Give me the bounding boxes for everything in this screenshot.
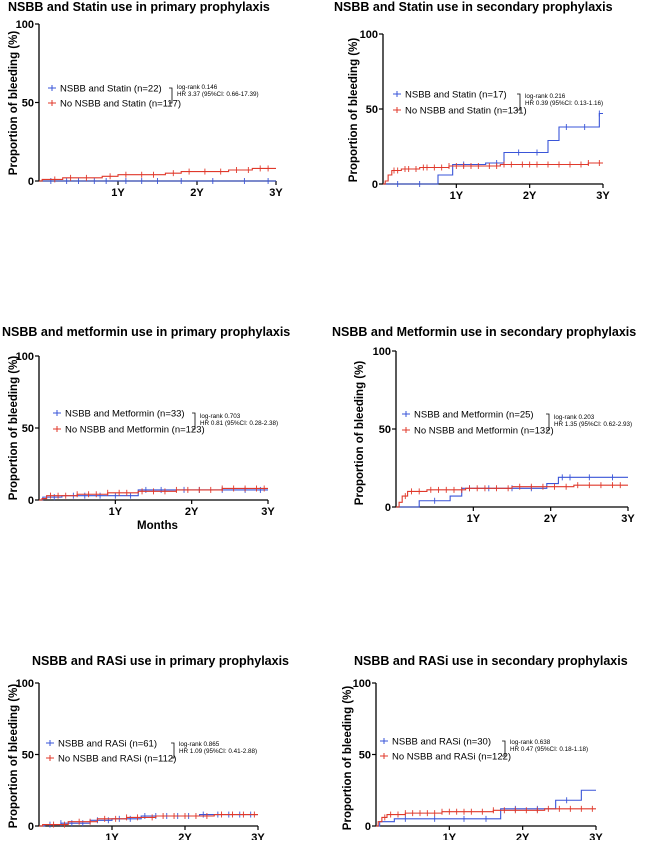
logrank-text: log-rank 0.203 [554,414,595,421]
x-tick-label: 3Y [596,190,610,202]
x-tick-label: 1Y [109,506,123,518]
legend-label: NSBB and RASi (n=61) [58,739,157,750]
y-tick-label: 100 [16,19,34,31]
hazard-ratio-text: HR 3.37 (95%CI: 0.66-17.39) [177,91,259,98]
logrank-text: log-rank 0.146 [177,84,218,91]
legend-label: NSBB and RASi (n=30) [392,737,491,748]
y-tick-label: 0 [28,495,34,507]
x-tick-label: 2Y [516,832,530,840]
hazard-ratio-text: HR 1.09 (95%CI: 0.41-2.88) [179,748,257,755]
km-chart: 0 50 100 1Y 2Y 3Y NSBB and Statin (n=22) No NSB… [16,19,284,199]
legend-label: No NSBB and Metformin (n=123) [65,425,205,436]
x-tick-label: 1Y [450,190,464,202]
legend-label: No NSBB and RASi (n=122) [392,752,511,763]
legend-label: NSBB and Metformin (n=33) [65,409,185,420]
y-tick-label: 50 [22,750,34,762]
y-tick-label: 50 [22,423,34,435]
x-tick-label: 3Y [589,832,603,840]
y-tick-label: 100 [16,678,34,690]
x-tick-label: 1Y [111,187,125,199]
x-tick-label: 2Y [544,513,558,525]
logrank-text: log-rank 0.865 [179,741,220,748]
x-tick-label: 2Y [178,832,192,840]
legend-label: No NSBB and Metformin (n=132) [414,426,554,437]
stats-bracket [169,87,173,104]
km-chart: 0 50 100 1Y 2Y 3Y NSBB and Statin (n=17) No NSB… [360,29,611,202]
stats-bracket [171,742,175,759]
x-tick-label: 1Y [443,832,457,840]
chart-title: NSBB and Statin use in primary prophylax… [8,0,270,14]
legend-label: No NSBB and Statin (n=131) [405,106,527,117]
x-tick-label: 3Y [261,506,275,518]
stats-bracket [192,412,196,430]
km-chart: 0 50 100 1Y 2Y 3Y NSBB and Metformin (n=33) No … [16,351,278,518]
km-chart: 0 50 100 1Y 2Y 3Y NSBB and RASi (n=61) No NSBB … [16,678,266,840]
y-tick-label: 50 [379,424,391,436]
km-curve-untreated [383,162,603,185]
hazard-ratio-text: HR 1.35 (95%CI: 0.62-2.93) [554,421,632,428]
y-tick-label: 0 [372,179,378,191]
y-tick-label: 0 [28,176,34,188]
legend-label: No NSBB and RASi (n=112) [58,754,176,765]
hazard-ratio-text: HR 0.81 (95%CI: 0.28-2.38) [200,420,278,427]
y-tick-label: 100 [16,351,34,363]
km-curve-treated [376,789,596,827]
chart-title: NSBB and RASi use in primary prophylaxis [32,654,290,668]
legend-label: No NSBB and Statin (n=117) [60,99,181,110]
km-curve-untreated [39,814,258,827]
x-tick-label: 1Y [467,513,481,525]
y-tick-label: 0 [365,821,371,833]
chart-title: NSBB and RASi use in secondary prophylax… [354,654,628,668]
x-axis-label: Months [137,520,178,532]
km-chart: 0 50 100 1Y 2Y 3Y NSBB and Metformin (n=25) No … [373,346,636,525]
y-tick-label: 50 [366,104,378,116]
km-chart: 0 50 100 1Y 2Y 3Y NSBB and RASi (n=30) No NSBB … [353,678,604,840]
chart-title: NSBB and metformin use in primary prophy… [2,325,291,339]
y-tick-label: 0 [28,821,34,833]
y-tick-label: 100 [360,29,378,41]
x-tick-label: 2Y [185,506,199,518]
x-tick-label: 2Y [190,187,204,199]
chart-title: NSBB and Statin use in secondary prophyl… [334,0,613,14]
legend-label: NSBB and Statin (n=17) [405,90,507,101]
logrank-text: log-rank 0.703 [200,413,241,420]
x-tick-label: 3Y [269,187,283,199]
chart-title: NSBB and Metformin use in secondary prop… [332,325,637,339]
km-curve-treated [383,112,603,185]
y-tick-label: 100 [353,678,371,690]
logrank-text: log-rank 0.638 [510,739,551,746]
y-tick-label: 50 [359,750,371,762]
x-tick-label: 1Y [105,832,119,840]
stats-bracket [517,93,521,111]
y-tick-label: 50 [22,98,34,110]
stats-bracket [502,740,506,757]
x-tick-label: 2Y [523,190,537,202]
legend-label: NSBB and Metformin (n=25) [414,410,534,421]
y-tick-label: 0 [385,502,391,514]
y-tick-label: 100 [373,346,391,358]
hazard-ratio-text: HR 0.39 (95%CI: 0.13-1.16) [525,100,603,107]
stats-bracket [546,413,550,431]
logrank-text: log-rank 0.216 [525,93,566,100]
hazard-ratio-text: HR 0.47 (95%CI: 0.18-1.18) [510,746,588,753]
x-tick-label: 3Y [621,513,635,525]
x-tick-label: 3Y [251,832,265,840]
legend-label: NSBB and Statin (n=22) [60,84,162,95]
